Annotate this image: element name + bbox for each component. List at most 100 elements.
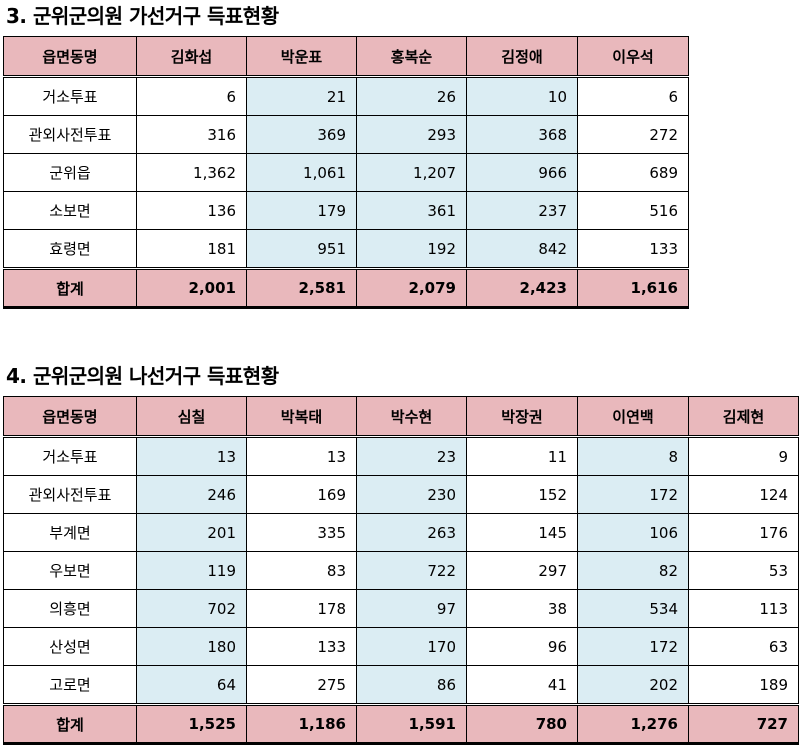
header-candidate: 김제현 <box>688 396 799 438</box>
vote-table-ga: 읍면동명 김화섭 박운표 홍복순 김정애 이우석 거소투표 6 21 26 10 6 관외사전투표 316… <box>3 36 689 309</box>
row-label: 의흥면 <box>3 589 137 628</box>
total-value-cell: 2,079 <box>356 267 467 309</box>
row-label: 거소투표 <box>3 436 137 476</box>
vote-count-cell: 53 <box>688 551 799 590</box>
vote-count-cell: 951 <box>246 229 357 269</box>
table-row: 관외사전투표 246 169 230 152 172 124 <box>3 475 799 514</box>
vote-count-cell: 180 <box>136 627 247 666</box>
total-row: 합계 2,001 2,581 2,079 2,423 1,616 <box>3 267 689 309</box>
total-value-cell: 2,581 <box>246 267 357 309</box>
vote-count-cell: 152 <box>466 475 578 514</box>
vote-count-cell: 136 <box>136 191 247 230</box>
vote-count-cell: 97 <box>356 589 467 628</box>
row-label: 효령면 <box>3 229 137 269</box>
vote-count-cell: 13 <box>246 436 357 476</box>
vote-count-cell: 106 <box>577 513 689 552</box>
table-row: 고로면 64 275 86 41 202 189 <box>3 665 799 705</box>
header-candidate: 이우석 <box>577 36 689 78</box>
vote-count-cell: 202 <box>577 665 689 705</box>
vote-count-cell: 275 <box>246 665 357 705</box>
vote-count-cell: 181 <box>136 229 247 269</box>
vote-count-cell: 23 <box>356 436 467 476</box>
row-label: 관외사전투표 <box>3 475 137 514</box>
row-label: 산성면 <box>3 627 137 666</box>
header-candidate: 김정애 <box>466 36 578 78</box>
header-candidate: 김화섭 <box>136 36 247 78</box>
header-candidate: 이연백 <box>577 396 689 438</box>
vote-count-cell: 368 <box>466 115 578 154</box>
vote-count-cell: 369 <box>246 115 357 154</box>
vote-count-cell: 9 <box>688 436 799 476</box>
table-row: 의흥면 702 178 97 38 534 113 <box>3 589 799 628</box>
vote-count-cell: 83 <box>246 551 357 590</box>
vote-table-na: 읍면동명 심칠 박복태 박수현 박장권 이연백 김제현 거소투표 13 13 23 11 8 9 관외사전투… <box>3 396 799 745</box>
vote-count-cell: 82 <box>577 551 689 590</box>
header-candidate: 박수현 <box>356 396 467 438</box>
vote-count-cell: 722 <box>356 551 467 590</box>
vote-count-cell: 516 <box>577 191 689 230</box>
vote-count-cell: 201 <box>136 513 247 552</box>
vote-count-cell: 176 <box>688 513 799 552</box>
vote-count-cell: 702 <box>136 589 247 628</box>
vote-count-cell: 192 <box>356 229 467 269</box>
vote-count-cell: 237 <box>466 191 578 230</box>
total-label: 합계 <box>3 267 137 309</box>
section-title-na: 4. 군위군의원 나선거구 득표현황 <box>6 364 279 388</box>
vote-count-cell: 272 <box>577 115 689 154</box>
vote-count-cell: 263 <box>356 513 467 552</box>
vote-count-cell: 172 <box>577 475 689 514</box>
vote-count-cell: 13 <box>136 436 247 476</box>
total-value-cell: 1,591 <box>356 703 467 745</box>
vote-count-cell: 6 <box>136 76 247 116</box>
vote-count-cell: 1,207 <box>356 153 467 192</box>
vote-count-cell: 246 <box>136 475 247 514</box>
vote-count-cell: 316 <box>136 115 247 154</box>
vote-count-cell: 178 <box>246 589 357 628</box>
vote-count-cell: 26 <box>356 76 467 116</box>
header-region: 읍면동명 <box>3 36 137 78</box>
total-label: 합계 <box>3 703 137 745</box>
table-header-row: 읍면동명 김화섭 박운표 홍복순 김정애 이우석 <box>3 36 689 78</box>
vote-count-cell: 297 <box>466 551 578 590</box>
vote-count-cell: 6 <box>577 76 689 116</box>
vote-count-cell: 966 <box>466 153 578 192</box>
row-label: 군위읍 <box>3 153 137 192</box>
header-candidate: 박복태 <box>246 396 357 438</box>
row-label: 소보면 <box>3 191 137 230</box>
vote-count-cell: 21 <box>246 76 357 116</box>
vote-count-cell: 124 <box>688 475 799 514</box>
header-candidate: 홍복순 <box>356 36 467 78</box>
vote-count-cell: 11 <box>466 436 578 476</box>
table-row: 소보면 136 179 361 237 516 <box>3 191 689 230</box>
vote-count-cell: 172 <box>577 627 689 666</box>
total-row: 합계 1,525 1,186 1,591 780 1,276 727 <box>3 703 799 745</box>
table-row: 부계면 201 335 263 145 106 176 <box>3 513 799 552</box>
vote-count-cell: 133 <box>246 627 357 666</box>
vote-count-cell: 1,061 <box>246 153 357 192</box>
total-value-cell: 1,525 <box>136 703 247 745</box>
row-label: 고로면 <box>3 665 137 705</box>
vote-count-cell: 1,362 <box>136 153 247 192</box>
header-region: 읍면동명 <box>3 396 137 438</box>
vote-count-cell: 41 <box>466 665 578 705</box>
table-row: 군위읍 1,362 1,061 1,207 966 689 <box>3 153 689 192</box>
section-title-ga: 3. 군위군의원 가선거구 득표현황 <box>6 4 279 28</box>
total-value-cell: 727 <box>688 703 799 745</box>
vote-count-cell: 169 <box>246 475 357 514</box>
vote-count-cell: 335 <box>246 513 357 552</box>
total-value-cell: 780 <box>466 703 578 745</box>
vote-count-cell: 133 <box>577 229 689 269</box>
total-value-cell: 1,276 <box>577 703 689 745</box>
vote-count-cell: 96 <box>466 627 578 666</box>
total-value-cell: 2,001 <box>136 267 247 309</box>
vote-count-cell: 230 <box>356 475 467 514</box>
vote-count-cell: 293 <box>356 115 467 154</box>
row-label: 관외사전투표 <box>3 115 137 154</box>
row-label: 거소투표 <box>3 76 137 116</box>
table-header-row: 읍면동명 심칠 박복태 박수현 박장권 이연백 김제현 <box>3 396 799 438</box>
vote-count-cell: 119 <box>136 551 247 590</box>
row-label: 부계면 <box>3 513 137 552</box>
vote-count-cell: 10 <box>466 76 578 116</box>
total-value-cell: 1,186 <box>246 703 357 745</box>
table-row: 우보면 119 83 722 297 82 53 <box>3 551 799 590</box>
